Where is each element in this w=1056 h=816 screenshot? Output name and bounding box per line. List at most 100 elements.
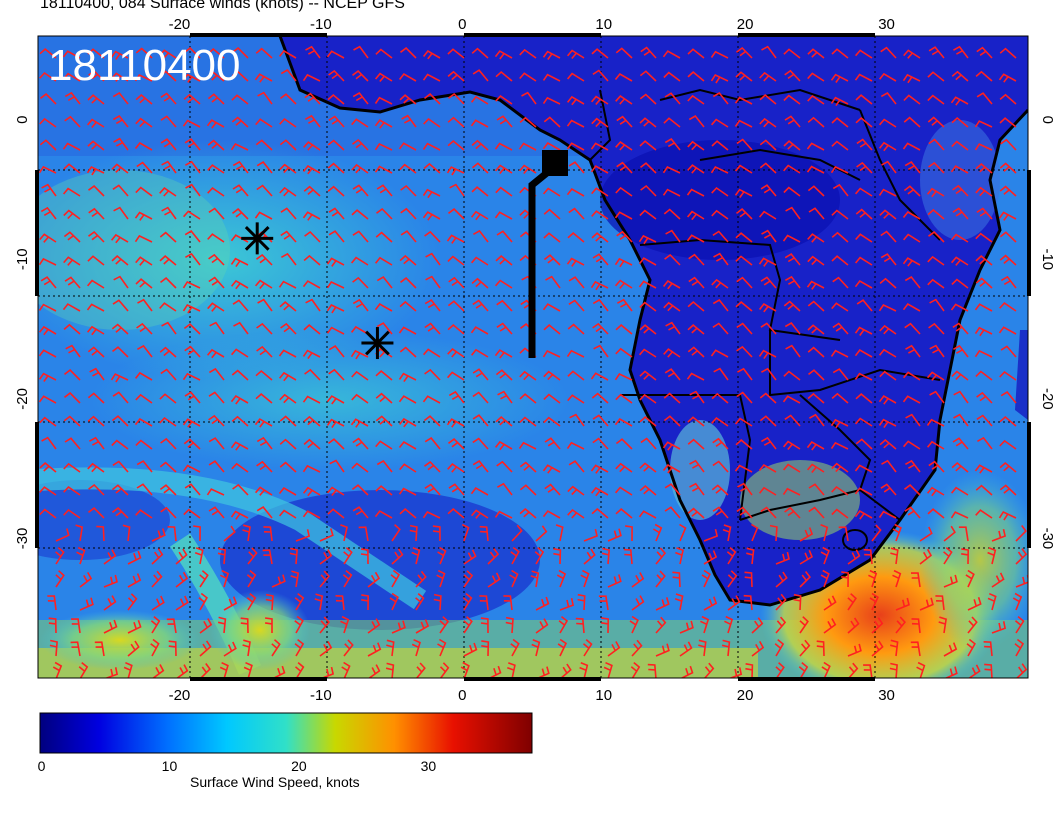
- wind-barb: [39, 462, 57, 473]
- wind-barb: [352, 437, 369, 450]
- wind-barb: [592, 437, 609, 450]
- wind-barb: [447, 348, 465, 358]
- wind-barb: [783, 370, 801, 381]
- wind-barb: [63, 508, 81, 519]
- wind-barb: [38, 372, 57, 382]
- wind-barb: [879, 370, 897, 381]
- wind-barb: [688, 276, 705, 289]
- wind-barb: [223, 596, 238, 611]
- x-tick-label-top: -20: [169, 16, 191, 33]
- wind-barb: [350, 349, 369, 360]
- wind-barb: [760, 276, 777, 289]
- wind-barb: [470, 326, 489, 335]
- wind-barb: [952, 437, 969, 450]
- wind-barb: [710, 50, 729, 59]
- wind-barb: [712, 322, 729, 335]
- wind-barb: [55, 546, 65, 565]
- wind-barb: [902, 395, 921, 404]
- wind-barb: [391, 548, 404, 565]
- wind-barb: [110, 373, 129, 383]
- wind-barb: [510, 546, 520, 565]
- wind-barb: [519, 507, 537, 519]
- wind-barb: [566, 188, 585, 197]
- wind-barb: [1015, 663, 1028, 678]
- wind-barb: [62, 187, 81, 197]
- wind-barb: [926, 440, 945, 450]
- wind-barb: [400, 230, 417, 243]
- wind-barb: [243, 661, 253, 678]
- wind-barb: [112, 299, 129, 312]
- wind-barb: [902, 210, 921, 220]
- wind-barb: [856, 161, 873, 174]
- wind-barb: [544, 483, 561, 496]
- wind-barb: [734, 164, 753, 174]
- wind-barb: [759, 139, 777, 151]
- wind-barb: [975, 255, 993, 266]
- wind-barb: [831, 117, 849, 128]
- wind-barb: [289, 547, 298, 565]
- wind-barb: [919, 526, 933, 542]
- wind-barb: [279, 186, 297, 197]
- wind-barb: [110, 50, 129, 60]
- wind-barb: [518, 164, 537, 175]
- wind-barb: [652, 523, 663, 542]
- wind-barb: [137, 344, 153, 358]
- wind-barb: [472, 368, 489, 381]
- wind-barb: [750, 523, 759, 542]
- wind-barb: [775, 593, 787, 611]
- wind-barb: [256, 253, 273, 266]
- wind-barb: [63, 256, 81, 266]
- wind-barb: [335, 595, 345, 611]
- wind-barb: [328, 345, 345, 358]
- wind-barb: [950, 96, 969, 106]
- wind-barb: [590, 165, 609, 174]
- wind-barb: [472, 391, 489, 404]
- wind-barb: [999, 415, 1017, 427]
- wind-barb: [112, 184, 129, 197]
- wind-barb: [127, 593, 138, 611]
- wind-barb: [509, 569, 519, 588]
- wind-barb: [368, 664, 381, 678]
- wind-barb: [832, 276, 849, 289]
- wind-barb: [926, 187, 945, 198]
- wind-barb: [423, 162, 441, 174]
- wind-barb: [821, 661, 831, 678]
- wind-barb: [123, 661, 133, 678]
- wind-barb: [687, 94, 705, 105]
- wind-barb: [806, 280, 825, 290]
- wind-barb: [984, 663, 993, 678]
- wind-barb: [63, 163, 81, 174]
- wind-barb: [326, 486, 345, 497]
- wind-barb: [999, 439, 1017, 450]
- wind-barb: [112, 460, 129, 473]
- wind-barb: [62, 72, 81, 82]
- wind-barb: [471, 277, 489, 289]
- wind-barb: [830, 349, 849, 358]
- wind-barb: [902, 142, 921, 151]
- wind-barb: [758, 486, 777, 496]
- wind-barb: [462, 592, 473, 611]
- wind-barb: [159, 393, 177, 404]
- wind-barb: [367, 571, 381, 588]
- wind-barb: [480, 617, 489, 634]
- wind-barb: [471, 139, 489, 151]
- wind-barb: [352, 276, 369, 289]
- y-axis-left-labels: 0 -10 -20 -30: [14, 116, 31, 550]
- wind-barb: [966, 638, 976, 657]
- wind-barb: [569, 413, 585, 427]
- wind-barb: [711, 140, 729, 151]
- wind-barb: [86, 279, 105, 289]
- wind-barb: [135, 256, 153, 266]
- wind-barb: [639, 370, 657, 381]
- wind-barb: [847, 549, 861, 565]
- wind-barb: [159, 231, 177, 243]
- wind-barb: [278, 49, 297, 59]
- wind-barb: [615, 347, 633, 358]
- wind-barb: [472, 69, 489, 82]
- wind-barb: [590, 280, 609, 291]
- wind-barb: [831, 209, 849, 220]
- wind-barb: [375, 48, 393, 59]
- wind-barb: [39, 48, 57, 59]
- wind-barb: [769, 524, 778, 542]
- wind-barb: [159, 302, 177, 312]
